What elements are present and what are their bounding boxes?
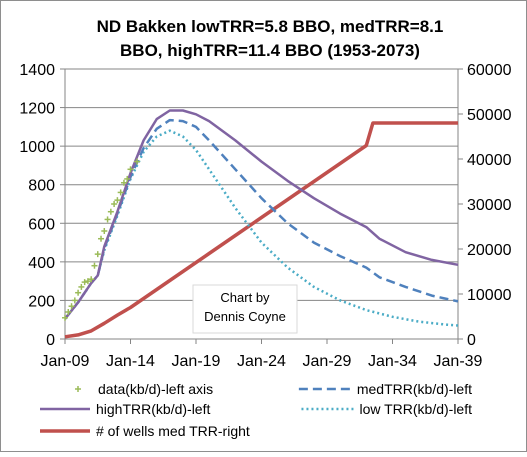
data-point	[111, 201, 118, 207]
series-line-hightrr-kb-d-left	[64, 109, 459, 320]
annotation-box: Chart by Dennis Coyne	[192, 284, 298, 334]
x-tick-label: Jan-24	[237, 353, 286, 370]
legend-item: highTRR(kb/d)-left	[40, 401, 210, 417]
legend-label: data(kb/d)-left axis	[98, 381, 213, 397]
y-left-tick-label: 1400	[19, 62, 55, 79]
y-left-tick-label: 0	[46, 332, 55, 349]
x-tick-label: Jan-19	[172, 353, 221, 370]
data-point	[78, 283, 85, 290]
x-tick-label: Jan-34	[368, 353, 417, 370]
chart-title-line1: ND Bakken lowTRR=5.8 BBO, medTRR=8.1	[97, 17, 444, 36]
data-point	[68, 303, 75, 310]
annotation-line2: Dennis Coyne	[204, 309, 286, 324]
legend-item: data(kb/d)-left axis	[75, 381, 213, 397]
y-left-tick-label: 600	[28, 216, 55, 233]
annotation-line1: Chart by	[220, 290, 270, 305]
data-point	[65, 309, 72, 315]
y-right-tick-labels: 0 10000 20000 30000 40000 50000 60000	[467, 62, 512, 349]
y-right-tick-label: 20000	[467, 242, 512, 259]
legend-item: medTRR(kb/d)-left	[298, 381, 472, 397]
data-point	[101, 228, 108, 234]
data-point	[84, 278, 91, 285]
y-right-tick-label: 0	[467, 332, 476, 349]
axes	[60, 68, 463, 344]
data-point	[134, 158, 141, 165]
data-point	[94, 251, 101, 258]
data-point	[114, 197, 121, 204]
series-group	[62, 109, 459, 339]
x-tick-label: Jan-29	[303, 353, 352, 370]
x-tick-label: Jan-09	[41, 353, 90, 370]
legend-label: highTRR(kb/d)-left	[96, 401, 210, 417]
y-left-tick-labels: 0 200 400 600 800 1000 1200 1400	[19, 62, 55, 349]
legend-label: medTRR(kb/d)-left	[357, 381, 472, 397]
x-tick-labels: Jan-09 Jan-14 Jan-19 Jan-24 Jan-29 Jan-34 Jan-…	[41, 353, 483, 370]
data-point	[120, 179, 127, 186]
x-tick-label: Jan-14	[106, 353, 155, 370]
gridlines	[65, 68, 458, 301]
legend-label: low TRR(kb/d)-left	[359, 401, 472, 417]
y-right-tick-label: 60000	[467, 62, 512, 79]
data-point	[71, 297, 78, 304]
legend: data(kb/d)-left axis medTRR(kb/d)-left hig…	[40, 381, 472, 439]
data-point	[81, 279, 88, 286]
series-data-kb-d-left-axis	[62, 158, 141, 321]
y-left-tick-label: 1000	[19, 139, 55, 156]
data-point	[127, 166, 134, 173]
legend-swatch	[75, 386, 81, 392]
y-left-tick-label: 200	[28, 293, 55, 310]
y-right-tick-label: 40000	[467, 152, 512, 169]
annotation-background	[192, 284, 298, 334]
data-point	[104, 216, 111, 223]
data-point	[62, 314, 68, 321]
data-point	[91, 262, 98, 269]
x-tick-label: Jan-39	[434, 353, 483, 370]
y-left-tick-label: 800	[28, 178, 55, 195]
data-point	[88, 276, 95, 283]
data-point	[98, 235, 105, 242]
data-point	[75, 289, 82, 296]
legend-label: # of wells med TRR-right	[96, 423, 250, 439]
legend-item: # of wells med TRR-right	[40, 423, 250, 439]
series-line-of-wells-med-trr-right	[64, 121, 458, 339]
y-left-tick-label: 400	[28, 255, 55, 272]
legend-item: low TRR(kb/d)-left	[301, 401, 472, 417]
y-left-tick-label: 1200	[19, 101, 55, 118]
data-point	[124, 175, 131, 182]
data-point	[117, 189, 124, 196]
y-right-tick-label: 50000	[467, 107, 512, 124]
y-right-tick-label: 30000	[467, 197, 512, 214]
y-right-tick-label: 10000	[467, 287, 512, 304]
data-point	[107, 208, 114, 215]
chart-title-line2: BBO, highTRR=11.4 BBO (1953-2073)	[120, 41, 420, 60]
